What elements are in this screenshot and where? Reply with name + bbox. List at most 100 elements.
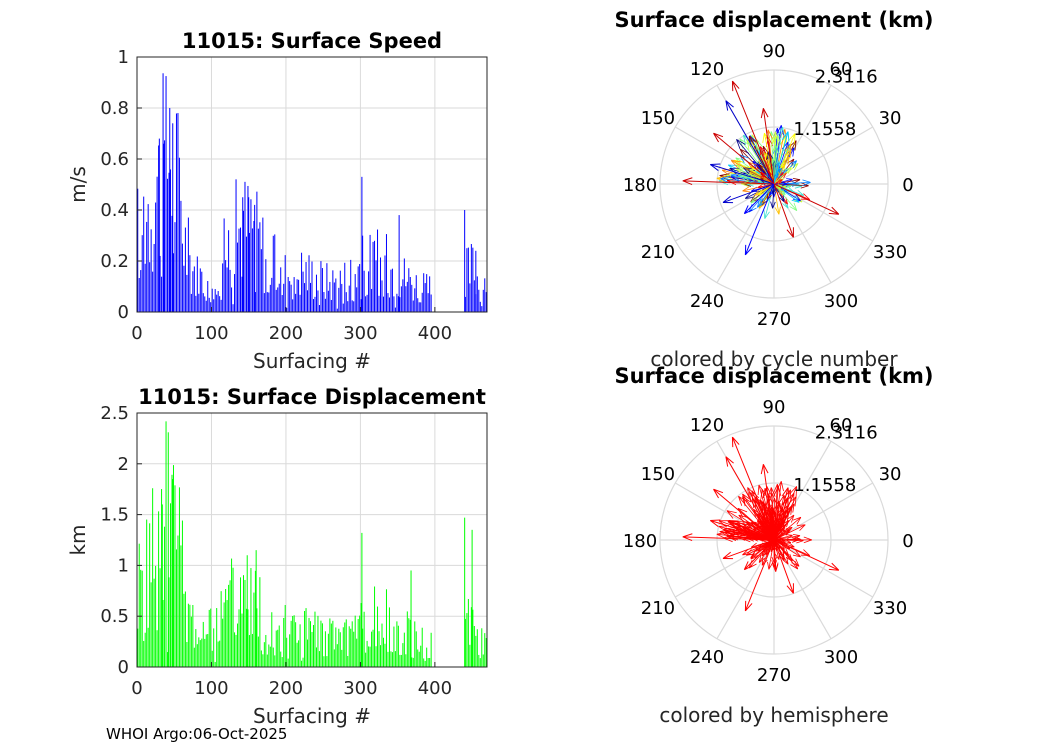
displacement-bar [424, 660, 426, 667]
speed-bar [283, 283, 285, 312]
displacement-bar [192, 605, 194, 667]
polar_cycle-arrow [730, 160, 775, 185]
displacement-bar [287, 658, 289, 667]
y-tick-label: 1.5 [100, 505, 129, 526]
displacement-bar [408, 618, 410, 667]
theta-label: 240 [690, 291, 724, 312]
speed-bar [287, 277, 289, 312]
displacement-bar [254, 570, 256, 667]
speed-bar [275, 289, 277, 312]
speed-bar [163, 143, 165, 312]
speed-bar [423, 273, 425, 312]
speed-bar [345, 292, 347, 312]
displacement-bar [394, 651, 396, 667]
speed-bar [244, 181, 246, 312]
displacement-bar [341, 649, 343, 667]
displacement-bar [196, 644, 198, 667]
polar_hemisphere-arrow [722, 539, 775, 560]
displacement-bar [180, 545, 182, 667]
displacement-bar [262, 654, 264, 667]
displacement-bar [219, 640, 221, 667]
polar_hemisphere-arrow [757, 539, 775, 552]
theta-label: 0 [902, 531, 913, 552]
displacement-bar [255, 550, 257, 667]
displacement-bar [204, 638, 206, 667]
speed-bar [326, 263, 328, 312]
speed-bar [380, 257, 382, 312]
displacement-bar [214, 661, 216, 667]
speed-bar [414, 288, 416, 312]
speed-bar [171, 215, 173, 312]
polar_cycle-arrow [773, 156, 790, 185]
displacement-bar [272, 647, 274, 667]
y-tick-label: 2 [118, 454, 129, 475]
displacement-bar [193, 647, 195, 667]
speed-bar [250, 199, 252, 312]
speed-bar [158, 138, 160, 312]
displacement-bar [390, 651, 392, 667]
speed-bar [420, 302, 422, 312]
polar_cycle-arrow [722, 183, 775, 204]
displacement-bar [357, 619, 359, 667]
displacement-bar [472, 609, 474, 667]
speed-bar [311, 261, 313, 312]
displacement-bar [412, 657, 414, 667]
displacement-bar [332, 620, 334, 667]
speed-bar [327, 290, 329, 312]
displacement-bar [375, 646, 377, 667]
speed-bar [214, 289, 216, 312]
displacement-bar [305, 608, 307, 667]
theta-label: 210 [641, 242, 675, 263]
displacement-bar [466, 613, 468, 667]
speed-bar [427, 293, 429, 312]
speed-bar [484, 278, 486, 312]
displacement-bar [295, 622, 297, 667]
speed-bar [183, 265, 185, 312]
displacement-bar [360, 603, 362, 667]
y-tick-label: 0.6 [100, 149, 129, 170]
displacement-bar [329, 618, 331, 667]
speed-bar [382, 296, 384, 312]
speed-bar [393, 296, 395, 312]
x-tick-label: 300 [343, 323, 377, 344]
speed-bar [240, 227, 242, 312]
speed-ylabel: m/s [66, 166, 90, 203]
speed-bar [348, 285, 350, 312]
theta-label: 90 [763, 397, 786, 418]
polar_cycle-arrow [731, 80, 775, 185]
speed-bar [216, 294, 218, 312]
speed-bar [263, 293, 265, 312]
displacement-bar [265, 634, 267, 667]
speed-bar [350, 259, 352, 312]
speed-bar [479, 301, 481, 312]
speed-bar [305, 261, 307, 312]
displacement-bar [290, 620, 292, 667]
polar_hemisphere-arrow [773, 539, 840, 571]
speed-bar [190, 293, 192, 312]
r-tick-label: 2.3116 [815, 422, 878, 443]
speed-bar [213, 299, 215, 312]
speed-bar [360, 299, 362, 312]
displacement-bar [406, 611, 408, 667]
speed-bar [470, 244, 472, 312]
displacement-bar [190, 616, 192, 667]
displacement-bar [464, 517, 466, 667]
speed-bar [189, 255, 191, 312]
displacement-bar [420, 645, 422, 667]
speed-bar [241, 276, 243, 312]
speed-bar [274, 234, 276, 312]
displacement-bar [333, 649, 335, 667]
displacement-bar [361, 532, 363, 667]
speed-bar [400, 286, 402, 312]
displacement-bar [187, 603, 189, 667]
y-tick-label: 0.4 [100, 200, 129, 221]
displacement-bar [411, 657, 413, 667]
speed-bar [248, 232, 250, 312]
displacement-bar [478, 654, 480, 667]
displacement-bar [184, 591, 186, 667]
displacement-bar [377, 606, 379, 667]
speed-bar [421, 292, 423, 312]
speed-bar [368, 271, 370, 312]
displacement-bar [177, 535, 179, 667]
displacement-bar [257, 636, 259, 667]
